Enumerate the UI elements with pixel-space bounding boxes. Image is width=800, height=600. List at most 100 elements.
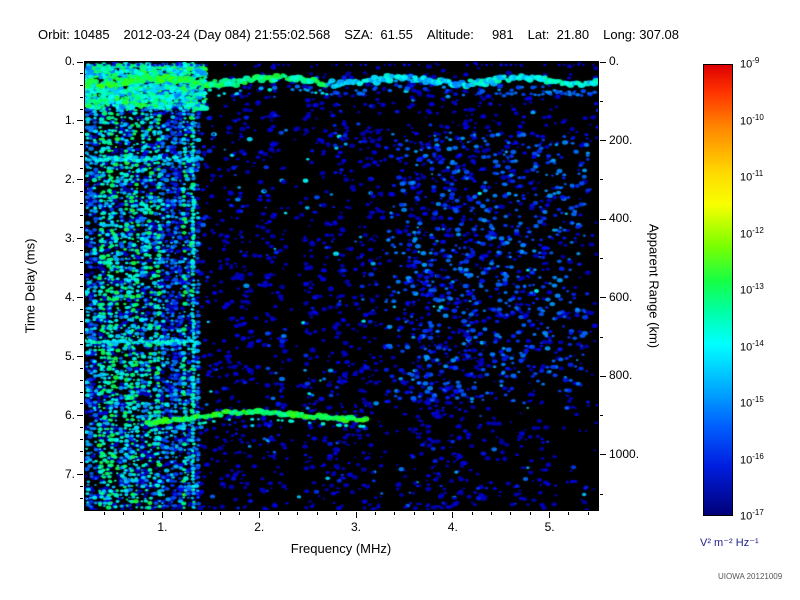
- x-minor-tick: [529, 512, 531, 515]
- y-minor-tick: [80, 191, 83, 193]
- y-minor-tick: [80, 379, 83, 381]
- y-minor-tick: [80, 226, 83, 228]
- x-axis-label: Frequency (MHz): [290, 541, 392, 556]
- y-minor-tick: [80, 285, 83, 287]
- y-minor-tick: [80, 403, 83, 405]
- y-minor-tick: [80, 202, 83, 204]
- y-minor-tick: [80, 132, 83, 134]
- x-tick: [549, 512, 551, 518]
- colorbar-tick-label: 10-11: [740, 169, 764, 184]
- y-minor-tick: [80, 261, 83, 263]
- y-minor-tick: [80, 450, 83, 452]
- y-tick-label: 7.: [64, 466, 75, 481]
- credit-text: UIOWA 20121009: [718, 572, 783, 581]
- y-minor-tick: [80, 462, 83, 464]
- x-minor-tick: [336, 512, 338, 515]
- header-lat: Lat: 21.80: [527, 27, 590, 42]
- x-tick-label: 5.: [544, 520, 555, 534]
- right-tick-label: 1000.: [609, 446, 640, 461]
- x-minor-tick: [181, 512, 183, 515]
- x-minor-tick: [278, 512, 280, 515]
- y-minor-tick: [80, 167, 83, 169]
- colorbar-tick-label: 10-15: [740, 395, 764, 410]
- y-tick: [77, 179, 83, 181]
- x-tick-label: 2.: [254, 520, 265, 534]
- colorbar-tick-label: 10-9: [740, 56, 760, 71]
- header-orbit: Orbit: 10485: [38, 27, 110, 42]
- x-minor-tick: [374, 512, 376, 515]
- y-axis-label-left: Time Delay (ms): [22, 238, 38, 334]
- y-minor-tick: [80, 214, 83, 216]
- right-tick-label: 0.: [609, 54, 620, 68]
- y-tick: [77, 297, 83, 299]
- header-altitude: Altitude: 981: [426, 27, 514, 42]
- y-minor-tick: [80, 96, 83, 98]
- y-minor-tick: [80, 332, 83, 334]
- right-tick: [600, 375, 606, 377]
- x-minor-tick: [510, 512, 512, 515]
- right-minor-tick: [600, 415, 603, 417]
- y-tick-label: 5.: [64, 348, 75, 363]
- x-minor-tick: [142, 512, 144, 515]
- y-tick-label: 0.: [64, 54, 75, 68]
- header-datetime: 2012-03-24 (Day 084) 21:55:02.568: [123, 27, 331, 42]
- x-minor-tick: [103, 512, 105, 515]
- x-minor-tick: [587, 512, 589, 515]
- right-tick: [600, 140, 606, 142]
- x-tick-label: 4.: [447, 520, 458, 534]
- x-tick: [258, 512, 260, 518]
- right-tick: [600, 61, 606, 63]
- y-minor-tick: [80, 485, 83, 487]
- y-tick-label: 1.: [64, 112, 75, 127]
- y-tick: [77, 61, 83, 63]
- colorbar-tick-label: 10-14: [740, 338, 764, 354]
- y-tick-label: 3.: [64, 230, 75, 245]
- right-minor-tick: [600, 100, 603, 102]
- colorbar-tick-label: 10-10: [740, 112, 764, 128]
- y-minor-tick: [80, 273, 83, 275]
- colorbar-tick-label: 10-16: [740, 451, 764, 467]
- y-tick-label: 2.: [64, 171, 75, 186]
- y-minor-tick: [80, 108, 83, 110]
- x-minor-tick: [220, 512, 221, 515]
- y-minor-tick: [80, 85, 83, 87]
- y-axis-label-right: Apparent Range (km): [646, 223, 662, 349]
- colorbar-tick-label: 10-13: [740, 282, 764, 297]
- right-tick-label: 400.: [609, 211, 633, 226]
- y-minor-tick: [80, 368, 83, 370]
- header-info: Orbit: 10485 2012-03-24 (Day 084) 21:55:…: [38, 27, 679, 42]
- x-minor-tick: [297, 512, 299, 515]
- x-minor-tick: [413, 512, 415, 515]
- header-sza: SZA: 61.55: [344, 27, 413, 42]
- y-minor-tick: [80, 144, 83, 146]
- right-minor-tick: [600, 179, 603, 181]
- x-minor-tick: [394, 512, 396, 515]
- y-minor-tick: [80, 155, 83, 157]
- y-tick-label: 6.: [64, 407, 75, 422]
- x-minor-tick: [316, 512, 318, 515]
- y-minor-tick: [80, 438, 83, 440]
- right-minor-tick: [600, 257, 603, 259]
- colorbar-tick-label: 10-12: [740, 225, 764, 241]
- y-tick: [77, 474, 83, 476]
- right-tick-label: 800.: [609, 368, 633, 383]
- y-tick-label: 4.: [64, 289, 75, 304]
- right-tick-label: 200.: [609, 132, 633, 147]
- right-minor-tick: [600, 336, 603, 338]
- colorbar-unit-label: V² m⁻² Hz⁻¹: [700, 537, 759, 549]
- x-minor-tick: [432, 512, 434, 515]
- x-tick-label: 1.: [157, 520, 168, 534]
- y-minor-tick: [80, 250, 83, 252]
- x-minor-tick: [200, 512, 202, 515]
- y-tick: [77, 415, 83, 417]
- header-long: Long: 307.08: [603, 27, 680, 42]
- x-tick: [161, 512, 163, 518]
- x-minor-tick: [568, 512, 570, 515]
- right-tick: [600, 297, 606, 299]
- x-tick: [452, 512, 454, 518]
- colorbar: [703, 64, 733, 516]
- x-minor-tick: [491, 512, 493, 515]
- x-minor-tick: [123, 512, 125, 515]
- colorbar-tick-label: 10-17: [740, 508, 764, 523]
